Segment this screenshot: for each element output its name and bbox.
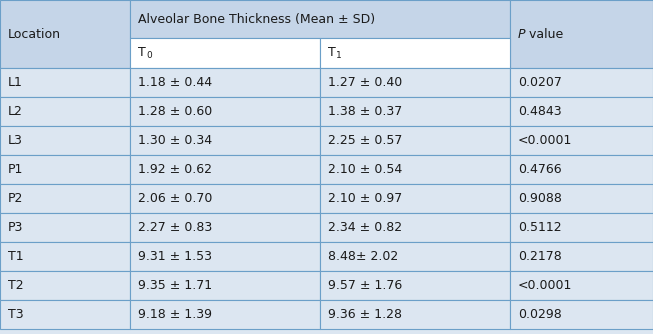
Text: Location: Location — [8, 27, 61, 40]
Text: L3: L3 — [8, 134, 23, 147]
Text: 9.18 ± 1.39: 9.18 ± 1.39 — [138, 308, 212, 321]
Text: 1.38 ± 0.37: 1.38 ± 0.37 — [328, 105, 402, 118]
Bar — [320, 38, 510, 68]
Bar — [0, 242, 130, 271]
Bar — [510, 213, 653, 242]
Text: value: value — [525, 27, 564, 40]
Bar — [0, 271, 130, 300]
Bar — [320, 184, 510, 213]
Text: L2: L2 — [8, 105, 23, 118]
Text: 0: 0 — [146, 51, 151, 60]
Bar — [130, 97, 320, 126]
Bar — [320, 126, 510, 155]
Text: 2.25 ± 0.57: 2.25 ± 0.57 — [328, 134, 402, 147]
Bar — [0, 126, 130, 155]
Bar — [510, 155, 653, 184]
Bar — [130, 155, 320, 184]
Text: 0.4766: 0.4766 — [518, 163, 562, 176]
Text: 2.10 ± 0.54: 2.10 ± 0.54 — [328, 163, 402, 176]
Bar — [320, 242, 510, 271]
Bar — [320, 97, 510, 126]
Bar — [0, 155, 130, 184]
Bar — [510, 242, 653, 271]
Bar — [510, 97, 653, 126]
Bar — [130, 184, 320, 213]
Bar — [0, 97, 130, 126]
Text: <0.0001: <0.0001 — [518, 134, 573, 147]
Bar — [320, 271, 510, 300]
Text: T3: T3 — [8, 308, 24, 321]
Bar — [0, 213, 130, 242]
Text: T: T — [138, 46, 146, 59]
Text: <0.0001: <0.0001 — [518, 279, 573, 292]
Text: 1.28 ± 0.60: 1.28 ± 0.60 — [138, 105, 212, 118]
Text: P: P — [518, 27, 526, 40]
Text: P1: P1 — [8, 163, 24, 176]
Bar — [130, 242, 320, 271]
Bar — [130, 38, 320, 68]
Bar — [130, 68, 320, 97]
Bar — [0, 184, 130, 213]
Text: 2.06 ± 0.70: 2.06 ± 0.70 — [138, 192, 212, 205]
Text: 0.5112: 0.5112 — [518, 221, 562, 234]
Bar — [320, 213, 510, 242]
Text: 2.27 ± 0.83: 2.27 ± 0.83 — [138, 221, 212, 234]
Bar — [510, 68, 653, 97]
Text: P2: P2 — [8, 192, 24, 205]
Text: 1.92 ± 0.62: 1.92 ± 0.62 — [138, 163, 212, 176]
Text: Alveolar Bone Thickness (Mean ± SD): Alveolar Bone Thickness (Mean ± SD) — [138, 12, 375, 25]
Bar — [130, 126, 320, 155]
Bar — [320, 155, 510, 184]
Bar — [510, 271, 653, 300]
Text: 0.4843: 0.4843 — [518, 105, 562, 118]
Text: 2.34 ± 0.82: 2.34 ± 0.82 — [328, 221, 402, 234]
Text: P3: P3 — [8, 221, 24, 234]
Bar — [510, 300, 653, 329]
Text: 0.2178: 0.2178 — [518, 250, 562, 263]
Bar — [130, 213, 320, 242]
Text: 1.18 ± 0.44: 1.18 ± 0.44 — [138, 76, 212, 89]
Bar — [510, 126, 653, 155]
Text: 0.0207: 0.0207 — [518, 76, 562, 89]
Text: T: T — [328, 46, 336, 59]
Text: T1: T1 — [8, 250, 24, 263]
Text: 0.9088: 0.9088 — [518, 192, 562, 205]
Text: T2: T2 — [8, 279, 24, 292]
Text: 9.35 ± 1.71: 9.35 ± 1.71 — [138, 279, 212, 292]
Text: 1.27 ± 0.40: 1.27 ± 0.40 — [328, 76, 402, 89]
Bar — [0, 300, 130, 329]
Text: 9.31 ± 1.53: 9.31 ± 1.53 — [138, 250, 212, 263]
Bar — [130, 0, 510, 38]
Text: L1: L1 — [8, 76, 23, 89]
Text: 8.48± 2.02: 8.48± 2.02 — [328, 250, 398, 263]
Bar — [130, 300, 320, 329]
Text: 1.30 ± 0.34: 1.30 ± 0.34 — [138, 134, 212, 147]
Bar — [320, 68, 510, 97]
Bar — [320, 300, 510, 329]
Text: 2.10 ± 0.97: 2.10 ± 0.97 — [328, 192, 402, 205]
Text: 0.0298: 0.0298 — [518, 308, 562, 321]
Bar — [130, 271, 320, 300]
Text: 9.57 ± 1.76: 9.57 ± 1.76 — [328, 279, 402, 292]
Bar — [510, 0, 653, 68]
Bar — [0, 68, 130, 97]
Bar — [0, 0, 130, 68]
Text: 1: 1 — [336, 51, 342, 60]
Bar — [510, 184, 653, 213]
Text: 9.36 ± 1.28: 9.36 ± 1.28 — [328, 308, 402, 321]
